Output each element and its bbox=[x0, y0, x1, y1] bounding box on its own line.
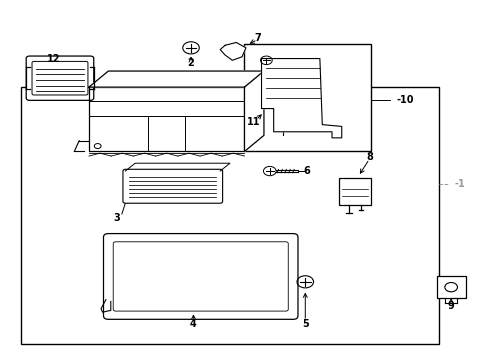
Text: 9: 9 bbox=[447, 301, 453, 311]
Polygon shape bbox=[89, 87, 244, 152]
Polygon shape bbox=[261, 59, 341, 138]
Polygon shape bbox=[220, 42, 245, 60]
Text: 12: 12 bbox=[46, 54, 60, 64]
FancyBboxPatch shape bbox=[122, 169, 222, 203]
Bar bbox=[436, 276, 465, 298]
Text: 5: 5 bbox=[301, 319, 308, 329]
Bar bbox=[21, 87, 438, 344]
Bar bbox=[339, 178, 370, 205]
Bar bbox=[244, 44, 370, 152]
Text: 11: 11 bbox=[246, 117, 260, 127]
FancyBboxPatch shape bbox=[32, 62, 88, 95]
Polygon shape bbox=[244, 71, 264, 152]
FancyBboxPatch shape bbox=[113, 242, 287, 311]
Text: 6: 6 bbox=[303, 166, 309, 176]
Text: 4: 4 bbox=[190, 319, 196, 329]
Text: -1: -1 bbox=[453, 179, 464, 189]
Text: 7: 7 bbox=[254, 33, 261, 43]
FancyBboxPatch shape bbox=[26, 56, 94, 100]
Polygon shape bbox=[89, 71, 264, 87]
Text: 8: 8 bbox=[366, 152, 372, 162]
FancyBboxPatch shape bbox=[103, 234, 297, 319]
Text: 3: 3 bbox=[114, 212, 120, 222]
Text: 2: 2 bbox=[187, 58, 194, 68]
Text: -10: -10 bbox=[395, 95, 413, 105]
